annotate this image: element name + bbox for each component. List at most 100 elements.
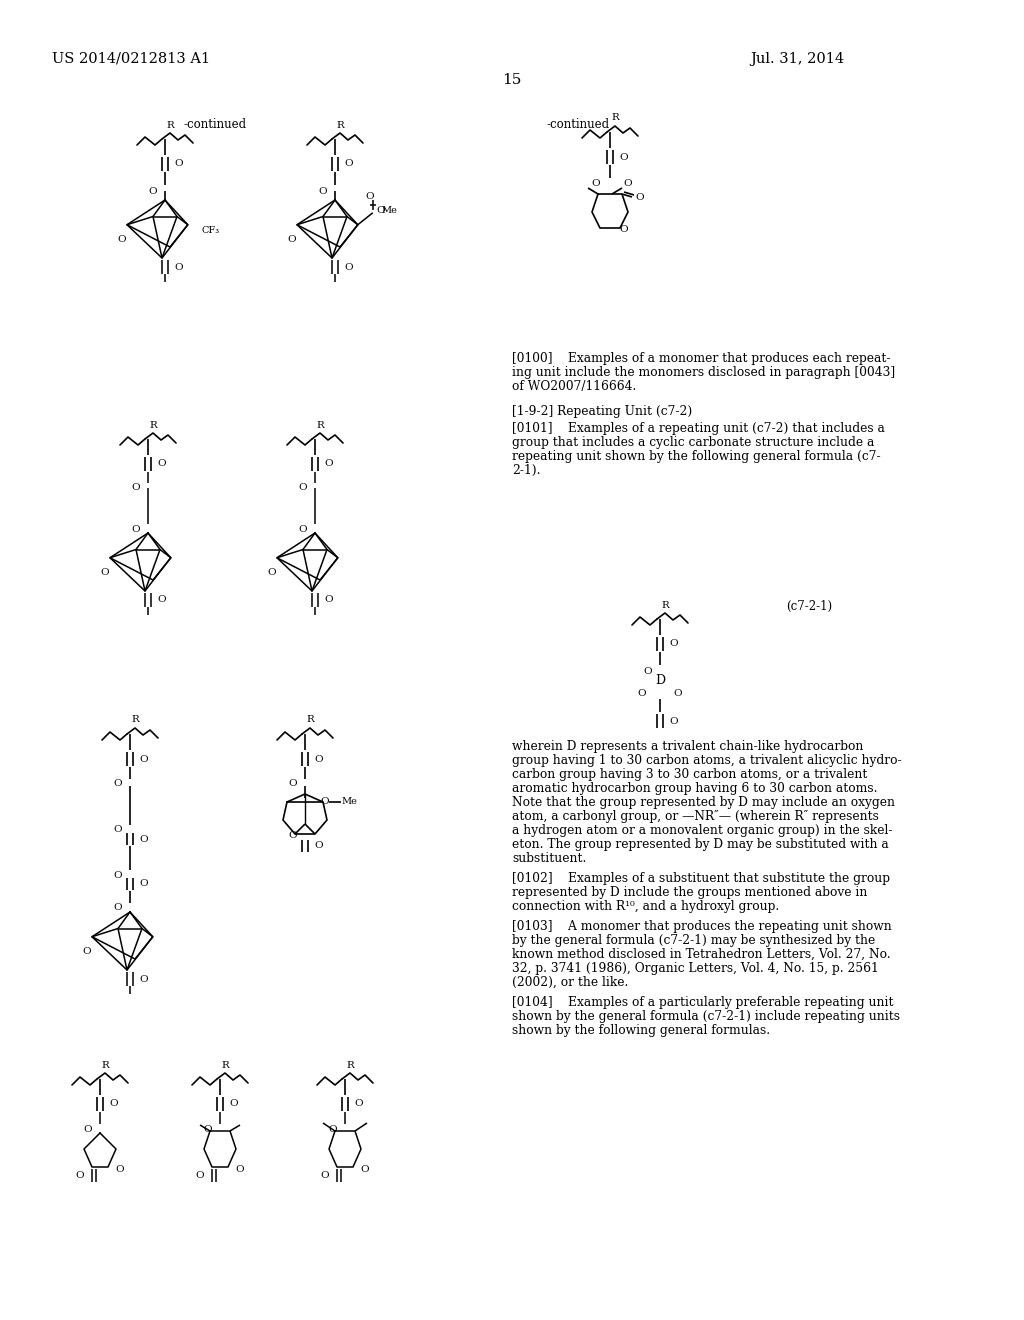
Text: R: R <box>611 114 618 123</box>
Text: O: O <box>100 568 110 577</box>
Text: by the general formula (c7-2-1) may be synthesized by the: by the general formula (c7-2-1) may be s… <box>512 935 876 946</box>
Text: group that includes a cyclic carbonate structure include a: group that includes a cyclic carbonate s… <box>512 436 874 449</box>
Text: wherein D represents a trivalent chain-like hydrocarbon: wherein D represents a trivalent chain-l… <box>512 741 863 752</box>
Text: represented by D include the groups mentioned above in: represented by D include the groups ment… <box>512 886 867 899</box>
Text: atom, a carbonyl group, or —NR″— (wherein R″ represents: atom, a carbonyl group, or —NR″— (wherei… <box>512 810 879 822</box>
Text: a hydrogen atom or a monovalent organic group) in the skel-: a hydrogen atom or a monovalent organic … <box>512 824 893 837</box>
Text: R: R <box>346 1060 354 1069</box>
Text: Note that the group represented by D may include an oxygen: Note that the group represented by D may… <box>512 796 895 809</box>
Text: R: R <box>336 120 344 129</box>
Text: O: O <box>314 842 324 850</box>
Text: [0100]    Examples of a monomer that produces each repeat-: [0100] Examples of a monomer that produc… <box>512 352 891 366</box>
Text: O: O <box>366 193 374 201</box>
Text: O: O <box>289 780 297 788</box>
Text: O: O <box>289 832 297 841</box>
Text: O: O <box>114 825 122 834</box>
Text: O: O <box>377 206 385 215</box>
Text: O: O <box>139 755 148 763</box>
Text: O: O <box>636 194 644 202</box>
Text: O: O <box>329 1125 337 1134</box>
Text: R: R <box>166 120 174 129</box>
Text: O: O <box>84 1125 92 1134</box>
Text: R: R <box>316 421 324 429</box>
Text: substituent.: substituent. <box>512 851 587 865</box>
Text: O: O <box>76 1171 84 1180</box>
Text: O: O <box>236 1164 245 1173</box>
Text: O: O <box>132 525 140 535</box>
Text: O: O <box>624 180 632 189</box>
Text: shown by the following general formulas.: shown by the following general formulas. <box>512 1024 770 1038</box>
Text: O: O <box>148 186 158 195</box>
Text: O: O <box>360 1164 370 1173</box>
Text: R: R <box>150 421 157 429</box>
Text: O: O <box>175 160 183 169</box>
Text: O: O <box>620 226 629 235</box>
Text: O: O <box>139 879 148 888</box>
Text: O: O <box>325 595 334 605</box>
Text: O: O <box>314 755 324 763</box>
Text: O: O <box>321 1171 330 1180</box>
Text: O: O <box>229 1100 239 1109</box>
Text: [0104]    Examples of a particularly preferable repeating unit: [0104] Examples of a particularly prefer… <box>512 997 894 1008</box>
Text: O: O <box>345 263 353 272</box>
Text: R: R <box>131 715 139 725</box>
Text: ing unit include the monomers disclosed in paragraph [0043]: ing unit include the monomers disclosed … <box>512 366 895 379</box>
Text: O: O <box>114 870 122 879</box>
Text: O: O <box>644 667 652 676</box>
Text: O: O <box>670 717 678 726</box>
Text: [0102]    Examples of a substituent that substitute the group: [0102] Examples of a substituent that su… <box>512 873 890 884</box>
Text: Me: Me <box>382 206 397 215</box>
Text: O: O <box>158 459 166 469</box>
Text: (2002), or the like.: (2002), or the like. <box>512 975 629 989</box>
Text: carbon group having 3 to 30 carbon atoms, or a trivalent: carbon group having 3 to 30 carbon atoms… <box>512 768 867 781</box>
Text: O: O <box>620 153 629 161</box>
Text: O: O <box>175 263 183 272</box>
Text: -continued: -continued <box>547 117 609 131</box>
Text: O: O <box>345 160 353 169</box>
Text: [1-9-2] Repeating Unit (c7-2): [1-9-2] Repeating Unit (c7-2) <box>512 405 692 418</box>
Text: R: R <box>101 1060 109 1069</box>
Text: Jul. 31, 2014: Jul. 31, 2014 <box>750 51 844 66</box>
Text: O: O <box>592 180 600 189</box>
Text: O: O <box>674 689 682 698</box>
Text: O: O <box>110 1100 119 1109</box>
Text: R: R <box>306 715 314 725</box>
Text: 15: 15 <box>503 73 521 87</box>
Text: O: O <box>325 459 334 469</box>
Text: connection with R¹⁰, and a hydroxyl group.: connection with R¹⁰, and a hydroxyl grou… <box>512 900 779 913</box>
Text: O: O <box>114 780 122 788</box>
Text: O: O <box>83 948 91 956</box>
Text: repeating unit shown by the following general formula (c7-: repeating unit shown by the following ge… <box>512 450 881 463</box>
Text: O: O <box>318 186 328 195</box>
Text: O: O <box>354 1100 364 1109</box>
Text: eton. The group represented by D may be substituted with a: eton. The group represented by D may be … <box>512 838 889 851</box>
Text: known method disclosed in Tetrahedron Letters, Vol. 27, No.: known method disclosed in Tetrahedron Le… <box>512 948 891 961</box>
Text: O: O <box>139 974 148 983</box>
Text: O: O <box>116 1164 124 1173</box>
Text: [0101]    Examples of a repeating unit (c7-2) that includes a: [0101] Examples of a repeating unit (c7-… <box>512 422 885 436</box>
Text: O: O <box>139 834 148 843</box>
Text: 2-1).: 2-1). <box>512 465 541 477</box>
Text: CF₃: CF₃ <box>202 226 220 235</box>
Text: R: R <box>662 601 669 610</box>
Text: [0103]    A monomer that produces the repeating unit shown: [0103] A monomer that produces the repea… <box>512 920 892 933</box>
Text: O: O <box>204 1125 212 1134</box>
Text: D: D <box>655 673 665 686</box>
Text: group having 1 to 30 carbon atoms, a trivalent alicyclic hydro-: group having 1 to 30 carbon atoms, a tri… <box>512 754 901 767</box>
Text: US 2014/0212813 A1: US 2014/0212813 A1 <box>52 51 210 66</box>
Text: O: O <box>638 689 646 698</box>
Text: -continued: -continued <box>183 117 247 131</box>
Text: Me: Me <box>341 797 357 807</box>
Text: (c7-2-1): (c7-2-1) <box>785 601 831 612</box>
Text: O: O <box>670 639 678 648</box>
Text: aromatic hydrocarbon group having 6 to 30 carbon atoms.: aromatic hydrocarbon group having 6 to 3… <box>512 781 878 795</box>
Text: O: O <box>321 797 330 807</box>
Text: O: O <box>158 595 166 605</box>
Text: O: O <box>267 568 276 577</box>
Text: 32, p. 3741 (1986), Organic Letters, Vol. 4, No. 15, p. 2561: 32, p. 3741 (1986), Organic Letters, Vol… <box>512 962 879 975</box>
Text: of WO2007/116664.: of WO2007/116664. <box>512 380 636 393</box>
Text: R: R <box>221 1060 229 1069</box>
Text: shown by the general formula (c7-2-1) include repeating units: shown by the general formula (c7-2-1) in… <box>512 1010 900 1023</box>
Text: O: O <box>299 483 307 492</box>
Text: O: O <box>132 483 140 492</box>
